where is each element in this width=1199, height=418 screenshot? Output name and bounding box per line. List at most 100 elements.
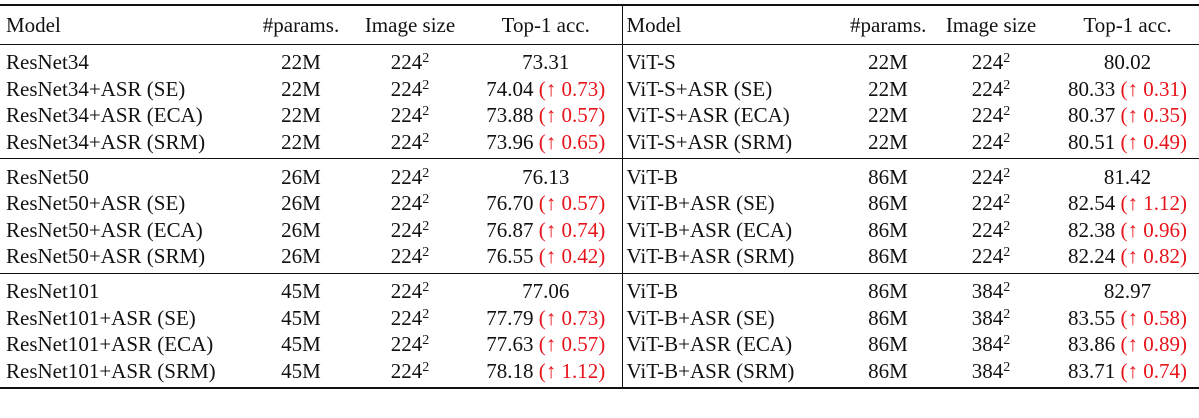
params-cell: 22M [281, 103, 321, 128]
accuracy-cell: 83.71 (↑ 0.74) [1056, 358, 1199, 389]
accuracy-gain: (↑ 0.31) [1120, 76, 1188, 101]
params-cell: 86M [868, 279, 908, 304]
image-size-exponent: 2 [422, 165, 430, 181]
image-size: 384 [971, 279, 1004, 304]
accuracy-cell: 82.38 (↑ 0.96) [1056, 217, 1199, 244]
accuracy-gain: (↑ 0.57) [538, 103, 606, 128]
table-row: ResNet50 26M 2242 76.13 ViT-B 86M 2242 81.42 [0, 158, 1199, 190]
accuracy-cell: 77.79 (↑ 0.73) [470, 304, 622, 331]
accuracy-gain: (↑ 0.74) [1120, 358, 1188, 383]
accuracy-gain: (↑ 1.12) [1120, 191, 1188, 216]
image-size: 224 [390, 164, 423, 189]
table-row: ResNet50+ASR (SRM) 26M 2242 76.55 (↑ 0.42) V… [0, 243, 1199, 274]
image-size-exponent: 2 [1003, 165, 1011, 181]
image-size: 384 [971, 305, 1004, 330]
accuracy: 82.38 [1068, 217, 1116, 242]
image-size-cell: 2242 [350, 304, 470, 331]
table-row: ResNet101+ASR (SRM) 45M 2242 78.18 (↑ 1.12)… [0, 357, 1199, 389]
image-size-exponent: 2 [422, 306, 430, 322]
params-cell: 86M [868, 244, 908, 269]
model-cell: ResNet50+ASR (SRM) [6, 244, 206, 269]
column-header: #params. [262, 13, 340, 37]
params-cell: 86M [868, 358, 908, 383]
accuracy-cell: 77.06 [470, 273, 622, 304]
table-row: ResNet101+ASR (ECA) 45M 2242 77.63 (↑ 0.57)… [0, 330, 1199, 358]
image-size-exponent: 2 [1003, 245, 1011, 261]
accuracy: 77.63 [486, 332, 534, 357]
accuracy-cell: 81.42 [1056, 159, 1199, 190]
accuracy: 77.79 [486, 305, 534, 330]
params-cell: 26M [281, 244, 321, 269]
params-cell: 45M [281, 332, 321, 357]
accuracy: 76.55 [486, 244, 534, 269]
image-size-exponent: 2 [422, 359, 430, 375]
params-cell: 86M [868, 217, 908, 242]
accuracy-cell: 80.33 (↑ 0.31) [1056, 76, 1199, 103]
image-size: 224 [971, 103, 1004, 128]
image-size: 224 [390, 217, 423, 242]
accuracy-cell: 76.55 (↑ 0.42) [470, 243, 622, 273]
accuracy-cell: 82.97 [1056, 273, 1199, 304]
model-cell: ViT-B+ASR (SE) [621, 304, 850, 331]
image-size-cell: 2242 [350, 45, 470, 76]
accuracy-gain: (↑ 0.96) [1120, 217, 1188, 242]
accuracy-gain: (↑ 0.82) [1120, 244, 1188, 269]
image-size: 384 [971, 358, 1004, 383]
image-size-cell: 2242 [926, 217, 1056, 244]
accuracy-cell: 83.55 (↑ 0.58) [1056, 304, 1199, 331]
image-size-exponent: 2 [1003, 359, 1011, 375]
image-size: 224 [390, 103, 423, 128]
image-size-exponent: 2 [1003, 192, 1011, 208]
accuracy-cell: 73.88 (↑ 0.57) [470, 102, 622, 129]
accuracy-cell: 76.13 [470, 159, 622, 190]
model-cell: ResNet101+ASR (SRM) [6, 358, 216, 383]
image-size-exponent: 2 [422, 333, 430, 349]
model-cell: ViT-B [621, 273, 850, 305]
table-row: ResNet34+ASR (SE) 22M 2242 74.04 (↑ 0.73) Vi… [0, 75, 1199, 103]
accuracy: 80.37 [1068, 103, 1116, 128]
table-row: ResNet34 22M 2242 73.31 ViT-S 22M 2242 80.02 [0, 44, 1199, 76]
accuracy-gain: (↑ 0.42) [538, 244, 606, 269]
image-size-cell: 3842 [926, 304, 1056, 331]
model-cell: ViT-B [621, 158, 850, 190]
accuracy-gain: (↑ 0.57) [538, 191, 606, 216]
accuracy-gain: (↑ 0.35) [1120, 103, 1188, 128]
accuracy-gain: (↑ 0.58) [1120, 305, 1188, 330]
params-cell: 86M [868, 164, 908, 189]
params-cell: 22M [281, 50, 321, 75]
accuracy-cell: 80.02 [1056, 45, 1199, 76]
column-header: Model [621, 5, 850, 45]
accuracy-gain: (↑ 0.73) [538, 305, 606, 330]
image-size-cell: 2242 [350, 76, 470, 103]
model-cell: ResNet50 [6, 164, 89, 189]
accuracy-cell: 82.54 (↑ 1.12) [1056, 190, 1199, 217]
accuracy: 76.70 [486, 191, 534, 216]
accuracy: 73.31 [522, 50, 570, 75]
column-header: Image size [364, 13, 456, 37]
image-size: 384 [971, 332, 1004, 357]
image-size: 224 [390, 279, 423, 304]
accuracy-cell: 73.31 [470, 45, 622, 76]
model-cell: ViT-S+ASR (SRM) [621, 128, 850, 159]
params-cell: 86M [868, 191, 908, 216]
table-row: ResNet34+ASR (SRM) 22M 2242 73.96 (↑ 0.65) V… [0, 128, 1199, 159]
table-row: ResNet34+ASR (ECA) 22M 2242 73.88 (↑ 0.57) V… [0, 102, 1199, 129]
image-size-exponent: 2 [1003, 77, 1011, 93]
model-cell: ViT-S [621, 44, 850, 76]
accuracy: 78.18 [486, 358, 534, 383]
accuracy: 74.04 [486, 76, 534, 101]
image-size-exponent: 2 [422, 51, 430, 67]
accuracy: 82.54 [1068, 191, 1116, 216]
image-size: 224 [971, 50, 1004, 75]
image-size-exponent: 2 [1003, 218, 1011, 234]
model-cell: ResNet50+ASR (ECA) [6, 217, 203, 242]
params-cell: 86M [868, 332, 908, 357]
params-cell: 86M [868, 305, 908, 330]
column-header: Model [6, 13, 61, 37]
accuracy-gain: (↑ 0.73) [538, 76, 606, 101]
accuracy-gain: (↑ 0.74) [538, 217, 606, 242]
accuracy-cell: 77.63 (↑ 0.57) [470, 331, 622, 358]
image-size-cell: 3842 [926, 331, 1056, 358]
image-size: 224 [390, 130, 423, 155]
